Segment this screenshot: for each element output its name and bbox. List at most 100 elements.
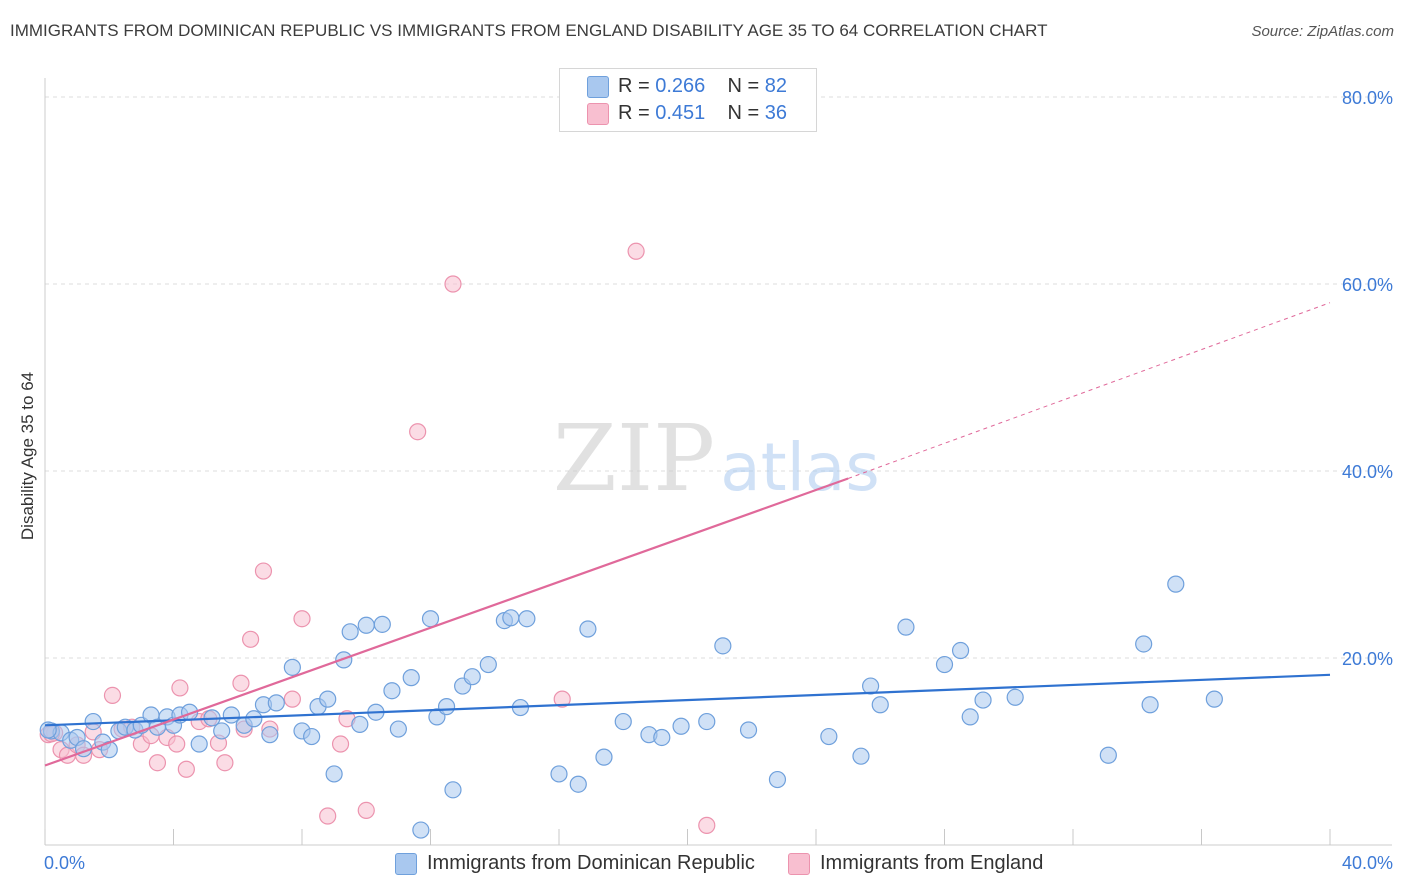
point-england — [283, 690, 301, 708]
point-dominican — [672, 717, 690, 735]
series-england-points — [39, 242, 716, 834]
legend-swatch-pink — [587, 103, 609, 125]
legend-swatch-blue — [587, 76, 609, 98]
watermark-zip: ZIP — [553, 405, 715, 512]
point-england — [293, 610, 311, 628]
point-dominican — [714, 637, 732, 655]
y-tick-label: 20.0% — [1342, 649, 1393, 669]
point-england — [553, 690, 571, 708]
legend-r-label: R = — [618, 75, 650, 97]
point-england — [698, 816, 716, 834]
point-england — [444, 275, 462, 293]
point-dominican — [341, 623, 359, 641]
point-dominican — [319, 690, 337, 708]
point-dominican — [820, 727, 838, 746]
point-dominican — [412, 821, 430, 839]
point-dominican — [190, 735, 208, 753]
point-dominican — [383, 682, 401, 700]
point-dominican — [961, 708, 979, 726]
point-dominican — [653, 728, 671, 747]
bottom-legend-swatch-blue — [395, 853, 417, 875]
point-dominican — [614, 712, 632, 731]
point-dominican — [739, 721, 758, 739]
point-dominican — [245, 710, 263, 728]
point-dominican — [698, 712, 716, 731]
point-dominican — [935, 655, 954, 674]
point-dominican — [402, 669, 420, 687]
point-dominican — [213, 722, 231, 740]
legend-r-label: R = — [618, 102, 650, 124]
y-tick-label: 80.0% — [1342, 88, 1393, 108]
point-dominican — [1099, 746, 1117, 764]
y-tick-label: 60.0% — [1342, 275, 1393, 295]
y-axis-label: Disability Age 35 to 64 — [18, 371, 37, 541]
point-dominican — [518, 610, 536, 628]
x-tick-label: 0.0% — [44, 853, 85, 873]
point-england — [254, 562, 273, 580]
point-dominican — [897, 618, 915, 636]
bottom-legend-label: Immigrants from Dominican Republic — [427, 852, 755, 874]
legend-r-value: 0.451 — [655, 102, 706, 124]
legend-n-value: 36 — [764, 102, 788, 124]
point-england — [319, 807, 337, 825]
point-dominican — [303, 727, 321, 746]
point-dominican — [325, 765, 343, 783]
point-dominican — [463, 668, 481, 686]
point-dominican — [1167, 575, 1185, 593]
point-dominican — [1006, 688, 1024, 706]
point-england — [242, 630, 260, 648]
point-dominican — [852, 747, 870, 765]
point-dominican — [595, 748, 613, 766]
point-england — [148, 754, 167, 772]
point-england — [331, 735, 350, 753]
point-dominican — [261, 726, 279, 744]
trend-lines — [44, 302, 1331, 767]
point-dominican — [951, 641, 970, 660]
tick-labels: 20.0% 40.0% 60.0% 80.0% 0.0% 40.0% — [44, 88, 1393, 873]
point-england — [177, 760, 195, 778]
point-dominican — [768, 770, 787, 789]
watermark-atlas: atlas — [720, 429, 880, 506]
point-dominican — [437, 698, 456, 716]
point-dominican — [1141, 696, 1159, 714]
point-dominican — [267, 694, 285, 712]
point-england — [409, 423, 427, 441]
y-tick-label: 40.0% — [1342, 462, 1393, 482]
legend-n-value: 82 — [764, 75, 788, 97]
source-label: Source: ZipAtlas.com — [1251, 23, 1394, 40]
point-dominican — [569, 775, 587, 793]
gridlines — [45, 96, 1392, 659]
bottom-legend-label: Immigrants from England — [820, 852, 1044, 874]
point-dominican — [357, 616, 375, 634]
point-england — [171, 679, 189, 697]
point-dominican — [871, 696, 889, 714]
trendline-dominican — [44, 673, 1331, 727]
legend-n-label: N = — [727, 102, 760, 124]
point-dominican — [283, 658, 301, 676]
point-england — [357, 801, 375, 820]
legend-n-label: N = — [727, 75, 760, 97]
point-dominican — [502, 609, 520, 627]
point-england — [627, 242, 645, 260]
series-dominican-points — [39, 575, 1223, 839]
point-dominican — [389, 720, 407, 738]
point-dominican — [444, 781, 462, 799]
point-dominican — [1205, 690, 1223, 708]
point-dominican — [421, 610, 440, 628]
point-dominican — [974, 691, 992, 709]
trendline-england-extension — [847, 302, 1331, 479]
bottom-legend-swatch-pink — [788, 853, 810, 875]
point-dominican — [479, 655, 497, 674]
correlation-legend: R = 0.266 N = 82 R = 0.451 N = 36 — [559, 68, 817, 132]
point-dominican — [579, 620, 597, 638]
point-england — [168, 735, 186, 753]
point-dominican — [550, 765, 568, 783]
chart-title: IMMIGRANTS FROM DOMINICAN REPUBLIC VS IM… — [10, 21, 1048, 40]
point-dominican — [222, 706, 240, 724]
legend-r-value: 0.266 — [655, 75, 706, 97]
point-england — [216, 754, 234, 772]
point-dominican — [351, 715, 369, 733]
point-dominican — [373, 615, 391, 633]
x-tick-label: 40.0% — [1342, 853, 1393, 873]
